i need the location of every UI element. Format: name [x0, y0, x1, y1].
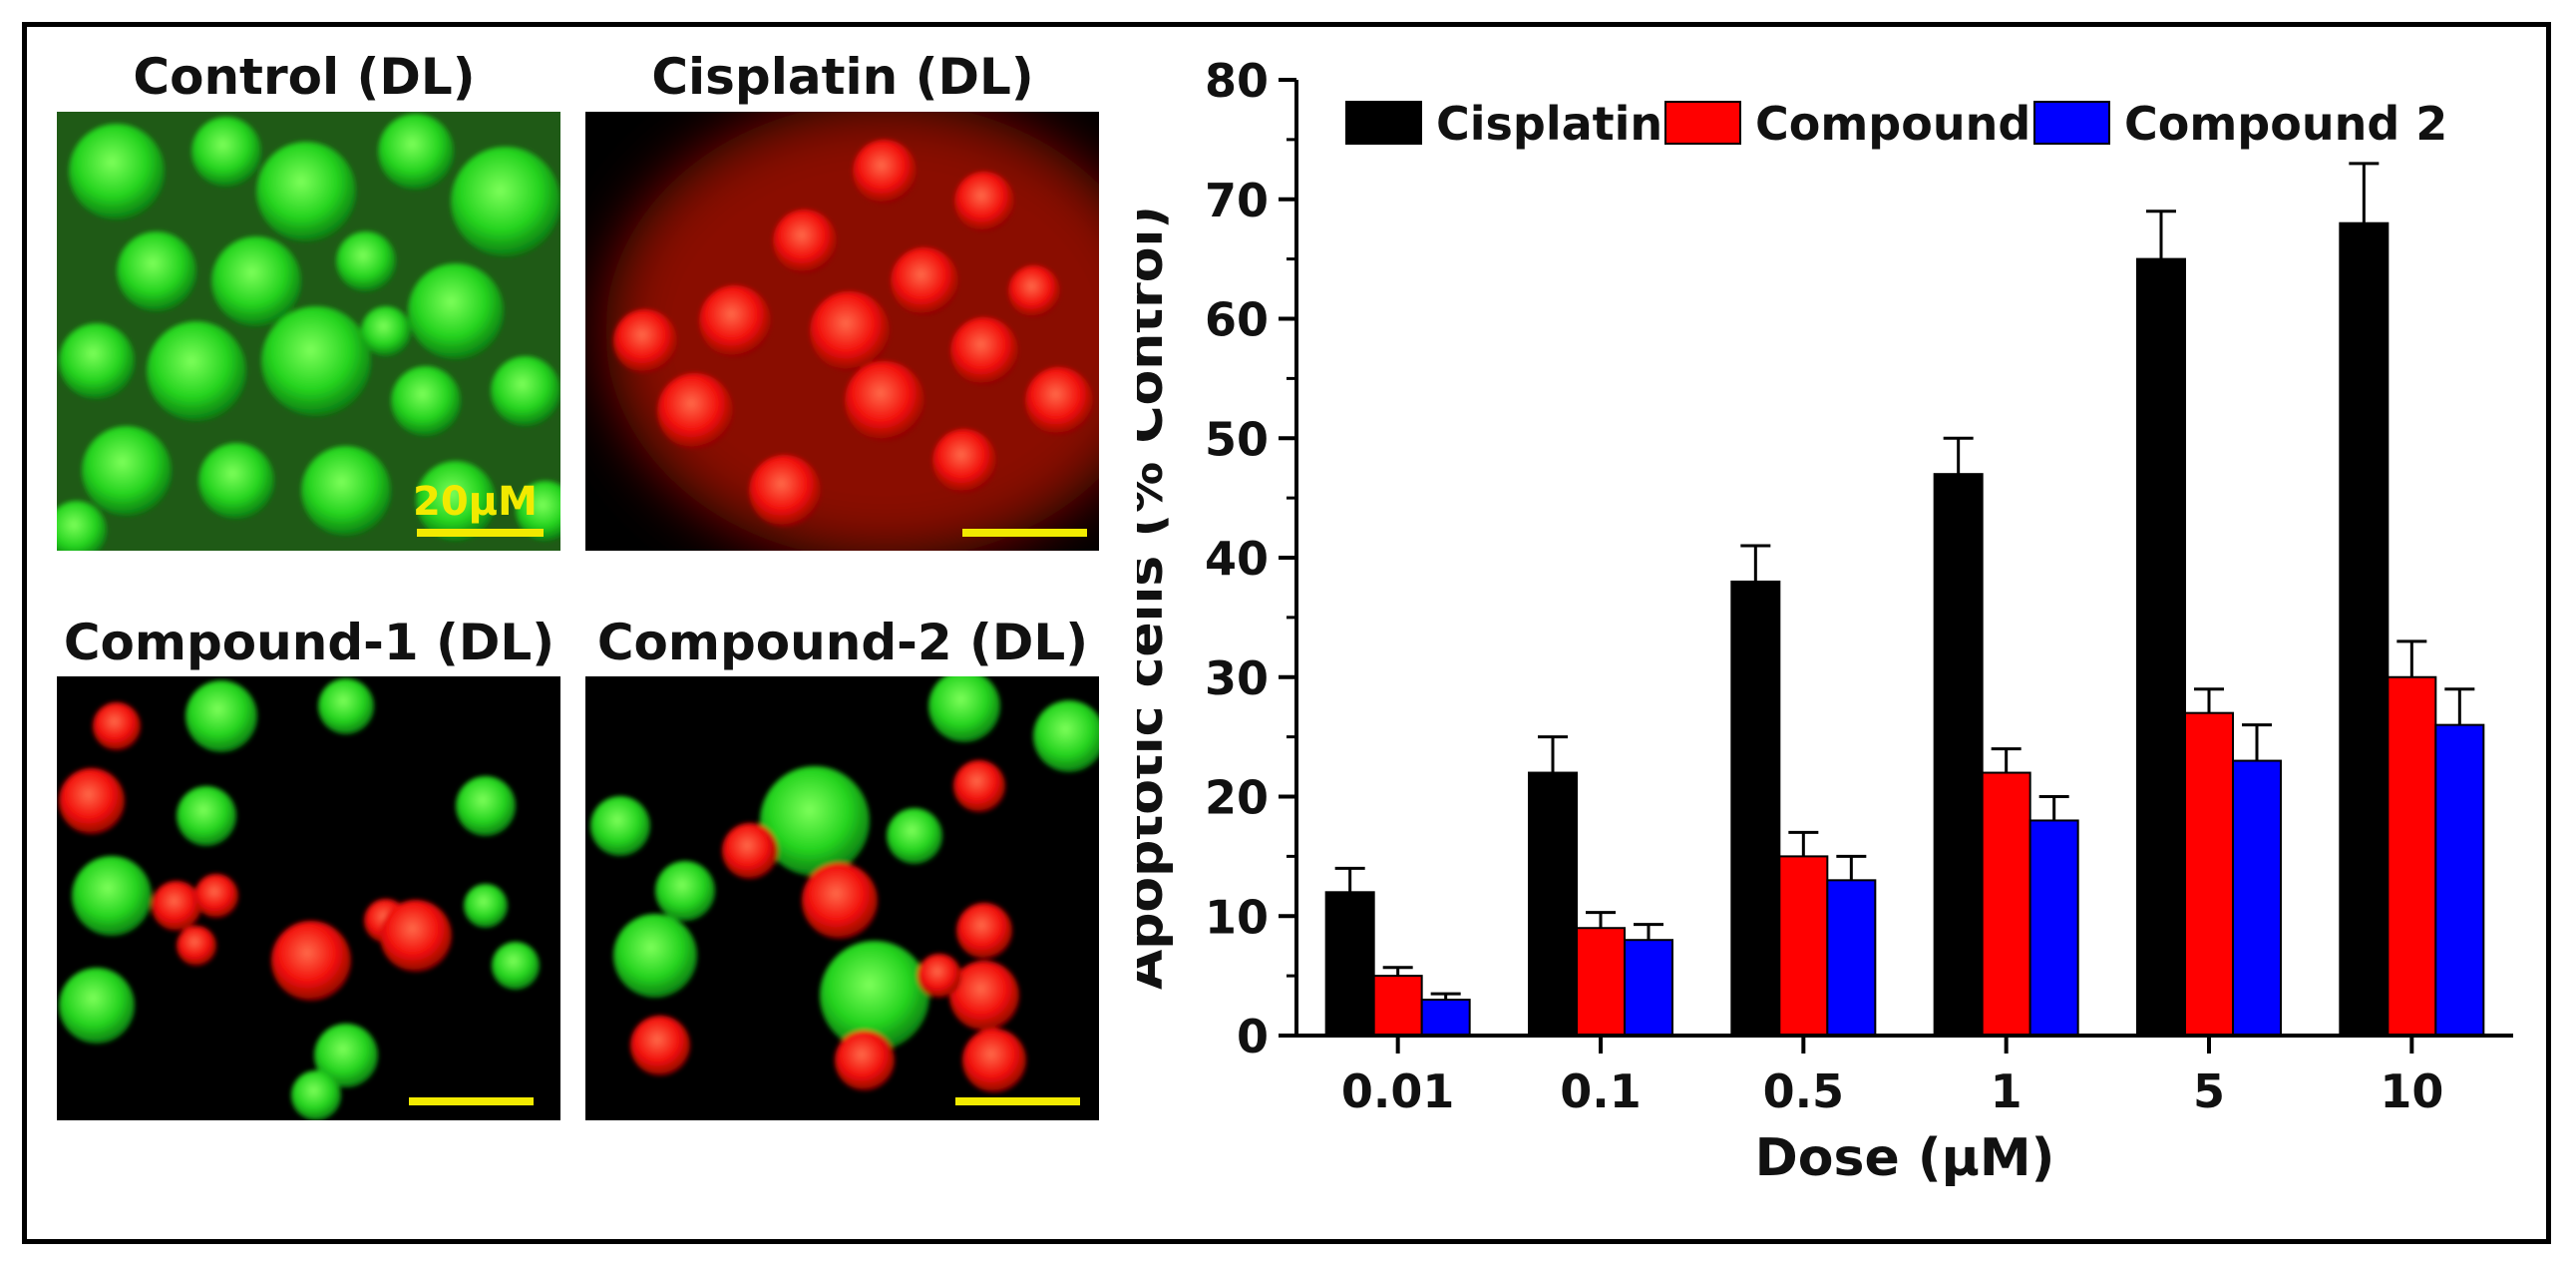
scale-label: 20μM	[413, 479, 538, 525]
bar-compound-1-0.1	[1576, 927, 1626, 1037]
bar-compound-1-5	[2184, 711, 2234, 1037]
micrograph-control	[57, 112, 560, 551]
y-tick-label-70: 70	[1205, 174, 1269, 227]
y-tick-label-40: 40	[1205, 532, 1269, 586]
legend-label-compound-2: Compound 2	[2124, 97, 2447, 151]
apoptosis-bar-chart: 0 10 20 30 40 50 60 70 80 0.01 0.1 0.5 1 5 10 Dose (μM)…	[1137, 54, 2513, 1188]
bar-compound-1-10	[2387, 675, 2437, 1037]
x-tick-label-1: 1	[1991, 1064, 2023, 1118]
legend-swatch-compound-2	[2033, 101, 2110, 145]
bar-cisplatin-0.1	[1528, 771, 1578, 1037]
panel-title-compound-1: Compound-1 (DL)	[63, 614, 555, 671]
bar-compound-2-5	[2232, 759, 2282, 1037]
legend-swatch-cisplatin	[1345, 101, 1422, 145]
legend-label-compound-1: Compound 1	[1755, 97, 2078, 151]
bar-compound-2-1	[2028, 819, 2079, 1038]
x-tick-label-0.01: 0.01	[1341, 1064, 1455, 1118]
scale-bar-compound-2	[955, 1097, 1080, 1105]
bar-compound-1-0.01	[1372, 975, 1423, 1037]
y-tick-label-0: 0	[1237, 1010, 1269, 1063]
panel-title-control: Control (DL)	[133, 48, 476, 106]
bar-cisplatin-5	[2136, 257, 2186, 1037]
scale-bar-compound-1	[409, 1097, 534, 1105]
x-tick-label-0.1: 0.1	[1560, 1064, 1642, 1118]
bar-compound-2-0.1	[1624, 939, 1673, 1038]
bar-cisplatin-1	[1933, 473, 1984, 1037]
bar-cisplatin-0.5	[1730, 580, 1781, 1037]
y-axis-label: Apoptotic cells (% Control)	[1137, 206, 1175, 990]
panel-title-cisplatin: Cisplatin (DL)	[651, 48, 1034, 106]
legend-label-cisplatin: Cisplatin	[1436, 97, 1662, 151]
y-tick-label-10: 10	[1205, 890, 1269, 944]
bar-compound-2-0.5	[1826, 879, 1877, 1038]
y-tick-label-20: 20	[1205, 771, 1269, 825]
y-tick-label-80: 80	[1205, 54, 1269, 108]
micrograph-compound-2	[585, 676, 1099, 1120]
bar-cisplatin-0.01	[1324, 891, 1375, 1037]
x-axis-label: Dose (μM)	[1755, 1128, 2055, 1188]
bar-compound-2-10	[2434, 723, 2485, 1038]
panel-title-compound-2: Compound-2 (DL)	[596, 614, 1089, 671]
x-tick-label-0.5: 0.5	[1763, 1064, 1845, 1118]
micrograph-compound-1	[57, 676, 560, 1120]
bar-cisplatin-10	[2339, 221, 2390, 1037]
y-tick-label-60: 60	[1205, 293, 1269, 347]
legend-swatch-compound-1	[1664, 101, 1741, 145]
bar-compound-2-0.01	[1420, 999, 1471, 1038]
scale-bar-cisplatin	[962, 529, 1087, 537]
y-tick-label-50: 50	[1205, 412, 1269, 466]
bar-compound-1-0.5	[1778, 855, 1829, 1037]
y-tick-label-30: 30	[1205, 651, 1269, 705]
scale-bar-control	[417, 529, 544, 537]
x-tick-label-5: 5	[2193, 1064, 2225, 1118]
bar-compound-1-1	[1981, 771, 2031, 1037]
x-tick-label-10: 10	[2380, 1064, 2443, 1118]
micrograph-cisplatin	[585, 112, 1099, 551]
